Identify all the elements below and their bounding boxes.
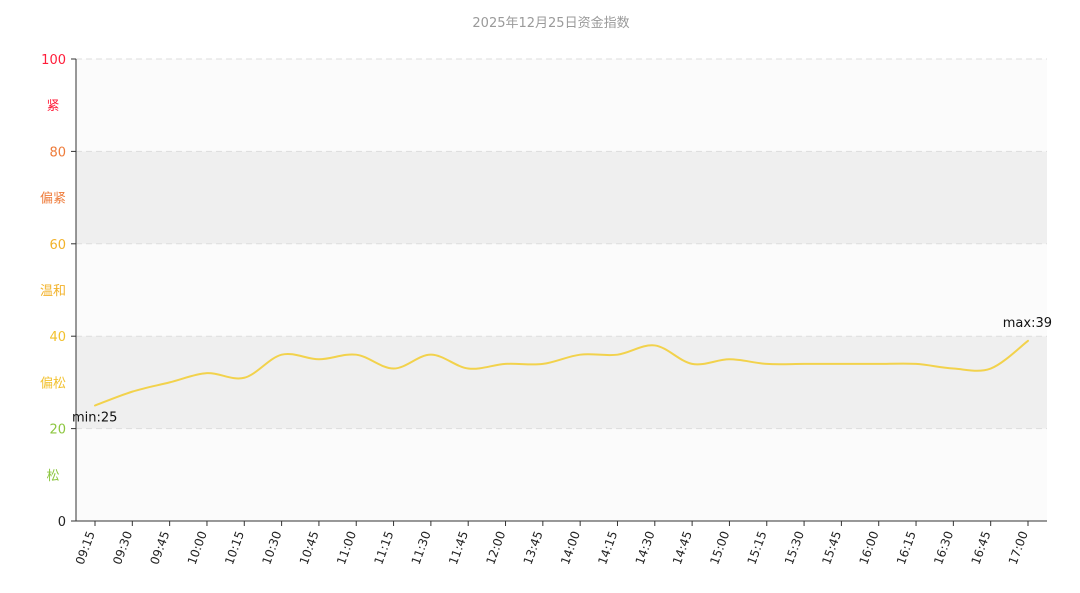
x-tick-group-5: 10:30 (259, 529, 284, 566)
y-tick-label-3: 60 (49, 238, 66, 253)
x-tick-label-19: 15:30 (782, 529, 807, 566)
x-tick-group-11: 12:00 (483, 529, 508, 566)
x-tick-label-21: 16:00 (857, 529, 882, 566)
x-tick-group-22: 16:15 (894, 529, 919, 566)
x-tick-group-2: 09:45 (147, 529, 172, 566)
x-tick-label-23: 16:30 (931, 529, 956, 566)
x-tick-label-11: 12:00 (483, 529, 508, 566)
y-tick-label-4: 80 (49, 145, 66, 160)
x-tick-label-13: 14:00 (558, 529, 583, 566)
x-tick-group-1: 09:30 (110, 529, 135, 566)
x-tick-label-4: 10:15 (222, 529, 247, 566)
x-tick-group-14: 14:15 (595, 529, 620, 566)
series-line (94, 339, 1029, 407)
x-tick-label-1: 09:30 (110, 529, 135, 566)
max-label: max:39 (1003, 316, 1052, 331)
x-tick-label-16: 14:45 (670, 529, 695, 566)
band-label-2: 温和 (40, 284, 66, 299)
x-tick-label-2: 09:45 (147, 529, 172, 566)
x-tick-group-21: 16:00 (857, 529, 882, 566)
x-tick-label-7: 11:00 (334, 529, 359, 566)
x-tick-label-6: 10:45 (297, 529, 322, 566)
band-0 (76, 428, 1047, 521)
x-tick-group-8: 11:15 (371, 529, 396, 566)
x-tick-label-9: 11:30 (409, 529, 434, 566)
x-tick-label-24: 16:45 (969, 529, 994, 566)
x-tick-label-0: 09:15 (73, 529, 98, 566)
x-tick-group-10: 11:45 (446, 529, 471, 566)
line-layer (94, 339, 1029, 407)
band-layer (76, 59, 1047, 521)
x-tick-group-4: 10:15 (222, 529, 247, 566)
min-label: min:25 (72, 411, 117, 426)
x-tick-label-12: 13:45 (521, 529, 546, 566)
x-tick-group-3: 10:00 (185, 529, 210, 566)
band-2 (76, 243, 1047, 337)
x-tick-group-25: 17:00 (1006, 529, 1031, 566)
x-tick-group-12: 13:45 (521, 529, 546, 566)
x-tick-group-24: 16:45 (969, 529, 994, 566)
x-tick-group-20: 15:45 (819, 529, 844, 566)
y-tick-label-5: 100 (41, 53, 66, 68)
x-tick-label-5: 10:30 (259, 529, 284, 566)
x-tick-label-14: 14:15 (595, 529, 620, 566)
x-tick-label-22: 16:15 (894, 529, 919, 566)
y-tick-label-0: 0 (58, 515, 66, 530)
x-tick-group-17: 15:00 (707, 529, 732, 566)
x-tick-group-16: 14:45 (670, 529, 695, 566)
grid-layer (76, 58, 1047, 430)
x-tick-label-10: 11:45 (446, 529, 471, 566)
x-tick-group-7: 11:00 (334, 529, 359, 566)
label-layer: min:25 max:39 (72, 316, 1052, 426)
x-tick-group-23: 16:30 (931, 529, 956, 566)
axis-layer: 松 偏松 温和 偏紧 紧 0 20 40 60 80 100 09:15 09:30 09:45 10:00… (40, 53, 1047, 567)
band-label-3: 偏紧 (40, 192, 66, 207)
x-tick-label-15: 14:30 (633, 529, 658, 566)
x-tick-group-6: 10:45 (297, 529, 322, 566)
chart-title: 2025年12月25日资金指数 (472, 15, 629, 31)
x-tick-label-8: 11:15 (371, 529, 396, 566)
x-tick-group-9: 11:30 (409, 529, 434, 566)
x-tick-label-25: 17:00 (1006, 529, 1031, 566)
x-tick-label-3: 10:00 (185, 529, 210, 566)
band-3 (76, 151, 1047, 244)
y-tick-label-1: 20 (49, 423, 66, 438)
x-tick-group-18: 15:15 (745, 529, 770, 566)
x-tick-group-0: 09:15 (73, 529, 98, 566)
x-tick-label-20: 15:45 (819, 529, 844, 566)
x-tick-label-17: 15:00 (707, 529, 732, 566)
x-tick-label-18: 15:15 (745, 529, 770, 566)
band-1 (76, 336, 1047, 429)
band-4 (76, 59, 1047, 152)
x-tick-group-15: 14:30 (633, 529, 658, 566)
band-label-0: 松 (46, 469, 59, 484)
band-label-4: 紧 (46, 99, 59, 114)
band-label-1: 偏松 (40, 376, 66, 391)
x-tick-group-13: 14:00 (558, 529, 583, 566)
y-tick-label-2: 40 (49, 330, 66, 345)
x-tick-group-19: 15:30 (782, 529, 807, 566)
